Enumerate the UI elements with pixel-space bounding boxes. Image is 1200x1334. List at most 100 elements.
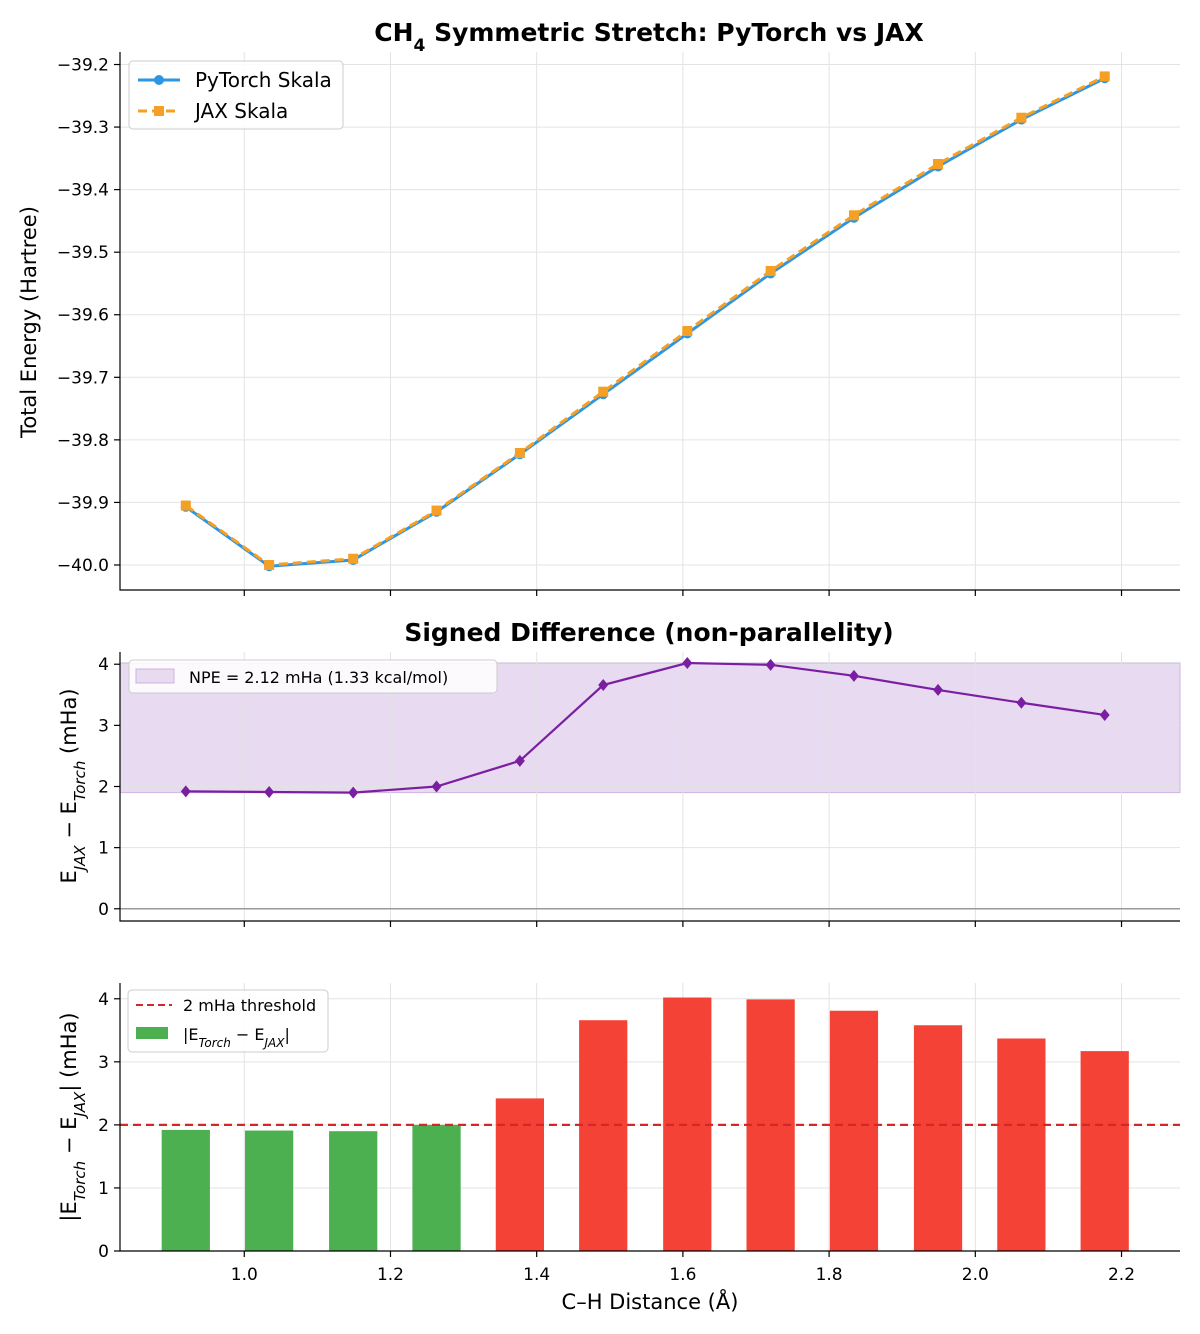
difference-y-tick-label: 3 — [98, 716, 109, 736]
energy-y-tick-label: −39.7 — [57, 368, 109, 388]
energy-axes — [119, 52, 1180, 591]
difference-y-tick-label: 4 — [98, 655, 109, 675]
abs-difference-x-tick-label: 1.4 — [523, 1265, 550, 1285]
abs-difference-x-tick-label: 1.6 — [669, 1265, 696, 1285]
legend-pytorch-label: PyTorch Skala — [195, 68, 332, 92]
jax-point — [1099, 71, 1110, 82]
difference-y-ticks: 0 1 2 3 4 — [98, 655, 120, 920]
abs-difference-y-tick-label: 1 — [98, 1179, 109, 1199]
difference-series — [180, 657, 1110, 799]
abs-difference-bar — [829, 1010, 879, 1251]
abs-difference-x-ticks: 1.0 1.2 1.4 1.6 1.8 2.0 2.2 — [231, 1251, 1135, 1285]
legend-bar-label: |ETorch − EJAX| — [183, 1025, 290, 1050]
abs-difference-bar — [161, 1129, 210, 1251]
abs-difference-bar — [412, 1124, 461, 1251]
jax-point — [765, 265, 776, 276]
abs-difference-x-tick-label: 1.8 — [816, 1265, 843, 1285]
difference-x-ticks — [243, 921, 1123, 927]
abs-difference-legend: 2 mHa threshold |ETorch − EJAX| — [127, 989, 329, 1053]
abs-difference-axes — [119, 983, 1180, 1252]
abs-difference-x-tick-label: 2.0 — [962, 1265, 989, 1285]
abs-difference-bar — [245, 1130, 294, 1251]
signed-difference-title: Signed Difference (non-parallelity) — [404, 618, 893, 647]
energy-y-tick-label: −39.9 — [57, 493, 109, 513]
difference-point — [1016, 696, 1027, 709]
difference-y-tick-label: 2 — [98, 778, 109, 798]
abs-difference-bar — [579, 1020, 628, 1251]
abs-difference-bar — [495, 1098, 544, 1251]
abs-difference-panel: 0 1 2 3 4 1.0 1.2 1.4 1.6 1.8 2.0 2.2 |ETorch − EJ… — [57, 983, 1180, 1314]
legend-pytorch-marker — [154, 75, 164, 85]
difference-point — [180, 785, 191, 798]
difference-legend: NPE = 2.12 mHa (1.33 kcal/mol) — [128, 659, 498, 694]
jax-point — [933, 158, 944, 169]
energy-y-label: Total Energy (Hartree) — [17, 206, 41, 439]
difference-y-label: EJAX − ETorch (mHa) — [57, 688, 89, 883]
jax-point — [180, 500, 191, 511]
abs-difference-y-tick-label: 3 — [98, 1053, 109, 1073]
legend-jax-marker — [154, 106, 164, 116]
difference-point — [848, 669, 859, 682]
jax-point — [848, 210, 859, 221]
difference-line — [185, 661, 1105, 794]
jax-point — [598, 386, 609, 397]
jax-point — [1016, 112, 1027, 123]
difference-point — [264, 786, 275, 799]
energy-panel-title: CH4 Symmetric Stretch: PyTorch vs JAX — [374, 18, 924, 56]
energy-y-tick-label: −39.2 — [57, 56, 109, 76]
abs-difference-y-tick-label: 0 — [98, 1242, 109, 1262]
abs-difference-y-tick-label: 2 — [98, 1116, 109, 1136]
abs-difference-y-tick-label: 4 — [98, 990, 109, 1010]
abs-difference-bar — [997, 1038, 1046, 1251]
abs-difference-x-tick-label: 2.2 — [1108, 1265, 1135, 1285]
energy-legend-box — [128, 60, 344, 130]
difference-axes — [119, 652, 1180, 922]
energy-y-tick-label: −39.4 — [57, 181, 109, 201]
energy-series — [180, 71, 1110, 572]
difference-legend-box — [128, 659, 498, 694]
energy-legend: PyTorch Skala JAX Skala — [128, 60, 344, 130]
difference-point — [933, 683, 944, 696]
difference-point — [598, 679, 609, 692]
energy-grid — [120, 52, 1180, 590]
abs-difference-bar — [913, 1025, 963, 1251]
difference-point — [1099, 708, 1110, 721]
abs-difference-legend-box — [127, 989, 329, 1053]
energy-x-ticks — [243, 590, 1123, 596]
abs-difference-bars — [161, 997, 1129, 1251]
legend-npe-swatch — [135, 668, 175, 684]
difference-y-tick-label: 0 — [98, 900, 109, 920]
abs-difference-y-ticks: 0 1 2 3 4 — [98, 990, 120, 1262]
jax-point — [431, 505, 442, 516]
legend-jax-label: JAX Skala — [193, 99, 288, 123]
x-axis-label: C–H Distance (Å) — [562, 1288, 739, 1314]
abs-difference-x-tick-label: 1.2 — [377, 1265, 404, 1285]
energy-y-ticks: −40.0 −39.9 −39.8 −39.7 −39.6 −39.5 −39.4 −39.3… — [57, 56, 120, 576]
pytorch-line — [184, 76, 1106, 568]
jax-point — [348, 553, 359, 564]
energy-y-tick-label: −39.6 — [57, 306, 109, 326]
difference-point — [431, 780, 442, 793]
jax-point — [264, 559, 275, 570]
jax-point — [514, 447, 525, 458]
signed-difference-panel: Signed Difference (non-parallelity) 0 1 2 3… — [57, 618, 1181, 927]
energy-y-tick-label: −39.5 — [57, 243, 109, 263]
jax-line — [184, 75, 1106, 567]
difference-point — [514, 754, 525, 767]
difference-point — [765, 658, 776, 671]
energy-y-tick-label: −39.3 — [57, 118, 109, 138]
energy-y-tick-label: −39.8 — [57, 431, 109, 451]
difference-point — [682, 657, 693, 670]
legend-npe-label: NPE = 2.12 mHa (1.33 kcal/mol) — [189, 668, 448, 687]
energy-panel: CH4 Symmetric Stretch: PyTorch vs JAX −4… — [17, 18, 1180, 596]
abs-difference-y-label: |ETorch − EJAX| (mHa) — [57, 1012, 89, 1221]
jax-point — [682, 326, 693, 337]
abs-difference-bar — [1080, 1051, 1129, 1251]
legend-threshold-label: 2 mHa threshold — [183, 996, 316, 1015]
energy-y-tick-label: −40.0 — [57, 556, 109, 576]
legend-bar-swatch — [136, 1027, 168, 1039]
difference-point — [348, 786, 359, 799]
abs-difference-x-tick-label: 1.0 — [231, 1265, 258, 1285]
difference-y-tick-label: 1 — [98, 839, 109, 859]
